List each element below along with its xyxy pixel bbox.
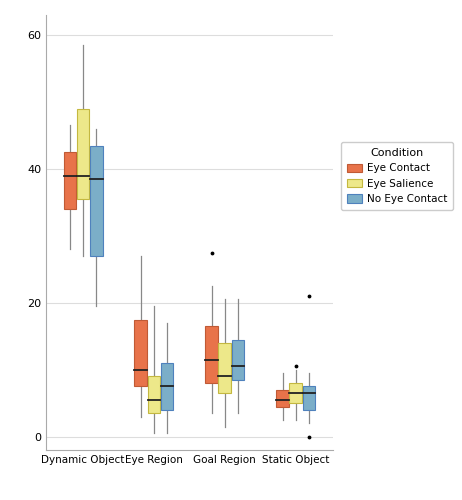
- Bar: [77, 108, 90, 199]
- Bar: [219, 343, 231, 393]
- Bar: [206, 326, 218, 383]
- Bar: [90, 146, 103, 256]
- Bar: [64, 152, 76, 209]
- Bar: [231, 340, 244, 380]
- Bar: [161, 363, 173, 410]
- Bar: [303, 386, 315, 410]
- Bar: [289, 383, 302, 403]
- Bar: [134, 320, 147, 386]
- Bar: [276, 390, 289, 406]
- Legend: Eye Contact, Eye Salience, No Eye Contact: Eye Contact, Eye Salience, No Eye Contac…: [340, 142, 453, 210]
- Bar: [147, 376, 160, 413]
